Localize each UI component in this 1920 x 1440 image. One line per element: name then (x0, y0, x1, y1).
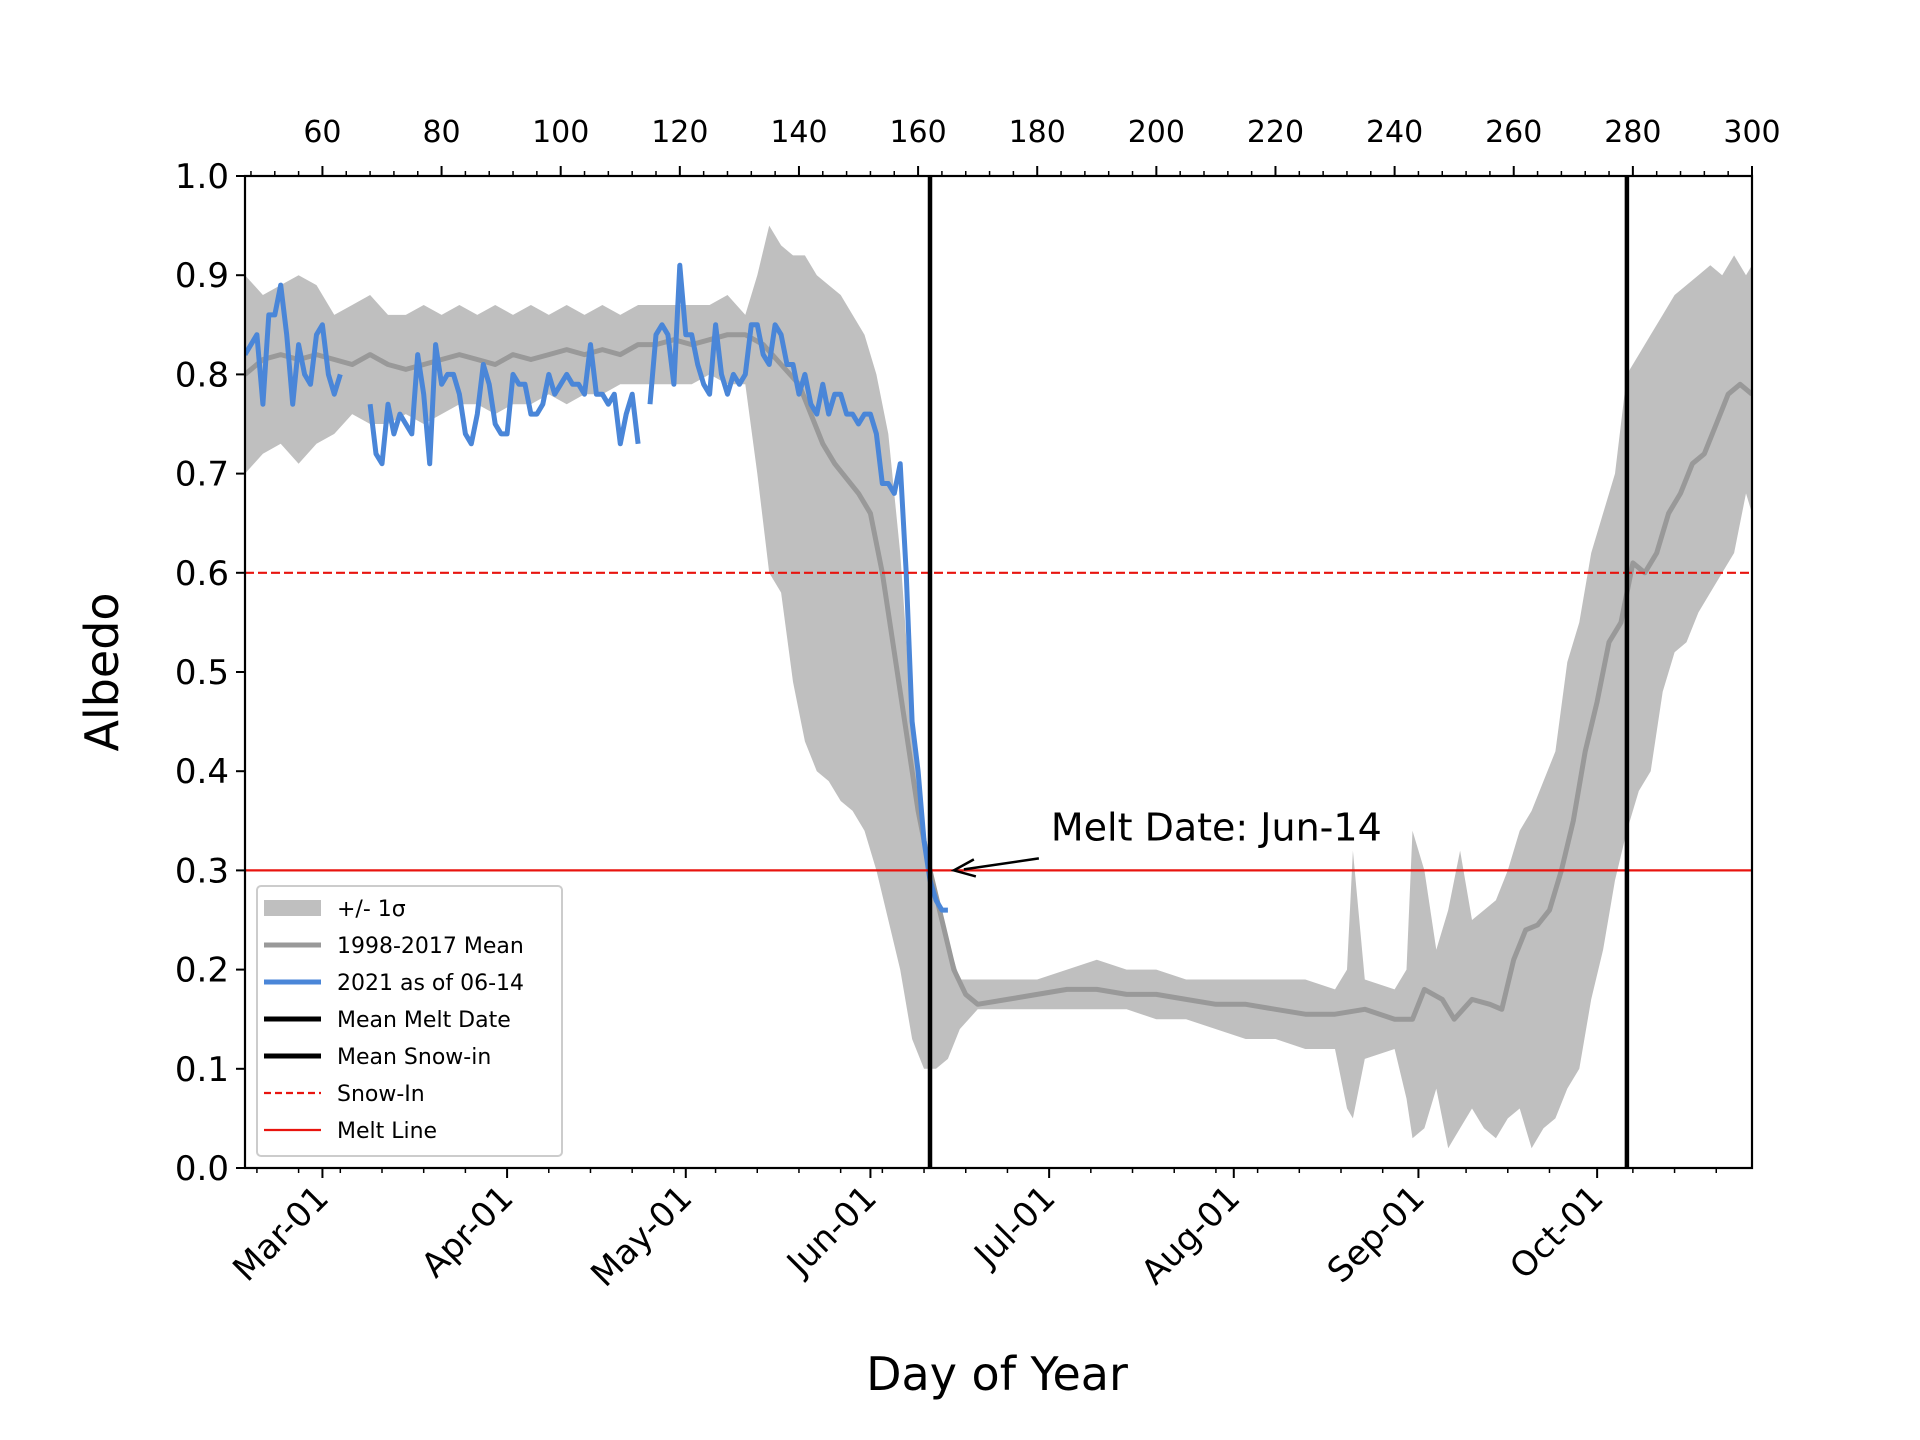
top-tick-label: 80 (422, 115, 460, 150)
y-tick-label: 0.8 (175, 355, 229, 395)
legend-box (256, 885, 563, 1157)
melt-date-annotation-text: Melt Date: Jun-14 (1051, 805, 1382, 849)
legend-label: 1998-2017 Mean (337, 934, 524, 959)
series-2021-line-segment-2 (647, 262, 948, 913)
melt-date-annotation: Melt Date: Jun-14 (950, 805, 1382, 878)
legend-label: 2021 as of 06-14 (337, 971, 524, 996)
y-tick-label: 0.7 (175, 455, 229, 495)
mean-line (245, 332, 1752, 1022)
sigma-band (245, 225, 1752, 1149)
legend-label: Mean Melt Date (337, 1008, 511, 1033)
y-tick-label: 0.9 (175, 256, 229, 296)
y-tick-label: 0.0 (175, 1149, 229, 1189)
x-axis-title: Day of Year (866, 1347, 1128, 1401)
series-2021-line-segment-1 (367, 342, 641, 467)
y-tick-label: 0.2 (175, 951, 229, 991)
top-tick-label: 220 (1247, 115, 1304, 150)
y-tick-label: 1.0 (175, 157, 229, 197)
top-tick-label: 300 (1723, 115, 1780, 150)
top-tick-label: 100 (532, 115, 589, 150)
top-tick-label: 140 (770, 115, 827, 150)
legend-swatch-band (264, 900, 321, 916)
plot-area (245, 176, 1752, 1168)
y-tick-label: 0.1 (175, 1050, 229, 1090)
top-tick-label: 260 (1485, 115, 1542, 150)
y-tick-label: 0.6 (175, 554, 229, 594)
legend-label: Snow-In (337, 1082, 425, 1107)
top-tick-label: 200 (1128, 115, 1185, 150)
y-axis-title: Albedo (75, 592, 129, 751)
series-2021-line-segment-0 (245, 282, 343, 407)
legend-label: Mean Snow-in (337, 1045, 491, 1070)
y-tick-label: 0.4 (175, 752, 229, 792)
annotation-arrow-shaft (963, 857, 1040, 871)
y-tick-label: 0.3 (175, 851, 229, 891)
top-tick-label: 280 (1604, 115, 1661, 150)
top-tick-label: 180 (1009, 115, 1066, 150)
legend-label: Melt Line (337, 1119, 437, 1144)
legend: +/- 1σ 1998-2017 Mean 2021 as of 06-14 Mean… (256, 885, 563, 1157)
top-tick-label: 60 (303, 115, 341, 150)
annotation-arrow-head (950, 858, 977, 878)
top-tick-label: 120 (651, 115, 708, 150)
top-tick-label: 160 (889, 115, 946, 150)
top-tick-label: 240 (1366, 115, 1423, 150)
y-tick-label: 0.5 (175, 653, 229, 693)
legend-label: +/- 1σ (337, 897, 406, 922)
